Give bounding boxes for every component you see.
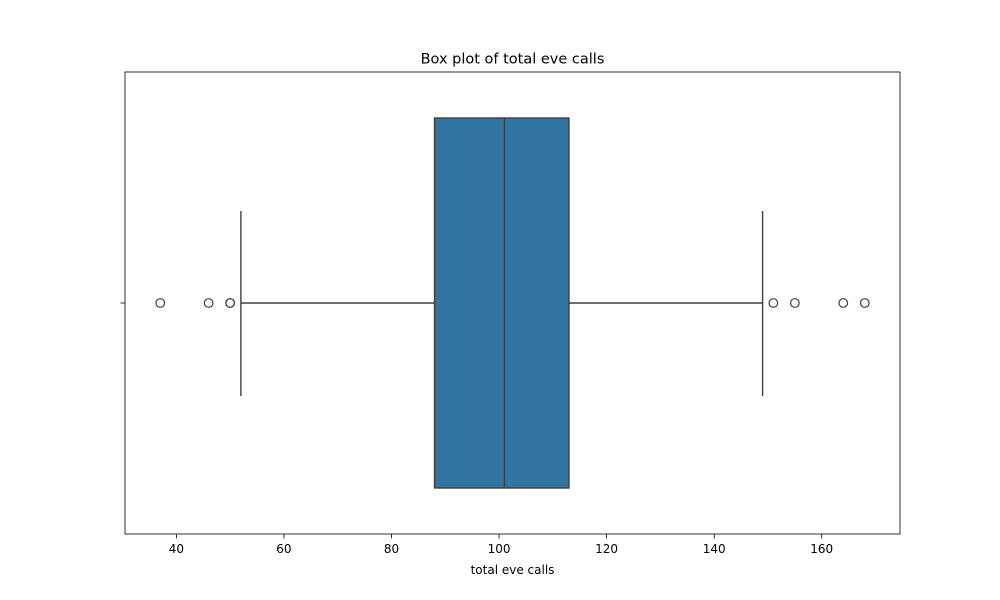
x-tick-label: 100 bbox=[488, 542, 511, 556]
outlier-point bbox=[155, 298, 166, 308]
outlier-point bbox=[859, 298, 870, 308]
x-tick-label: 140 bbox=[703, 542, 726, 556]
outlier-point bbox=[768, 298, 779, 308]
x-tick-label: 120 bbox=[595, 542, 618, 556]
x-axis-label: total eve calls bbox=[471, 563, 555, 577]
x-tick-label: 80 bbox=[384, 542, 399, 556]
x-axis: 40 60 80 100 120 140 160 bbox=[169, 534, 833, 556]
chart-title: Box plot of total eve calls bbox=[421, 52, 605, 68]
outlier-point bbox=[203, 298, 214, 308]
x-tick-label: 160 bbox=[810, 542, 833, 556]
plot-area bbox=[155, 117, 870, 489]
iqr-box bbox=[433, 117, 570, 489]
outlier-point bbox=[225, 298, 236, 308]
x-tick-label: 40 bbox=[169, 542, 184, 556]
outlier-point bbox=[789, 298, 800, 308]
x-tick-label: 60 bbox=[276, 542, 291, 556]
outlier-point bbox=[838, 298, 849, 308]
